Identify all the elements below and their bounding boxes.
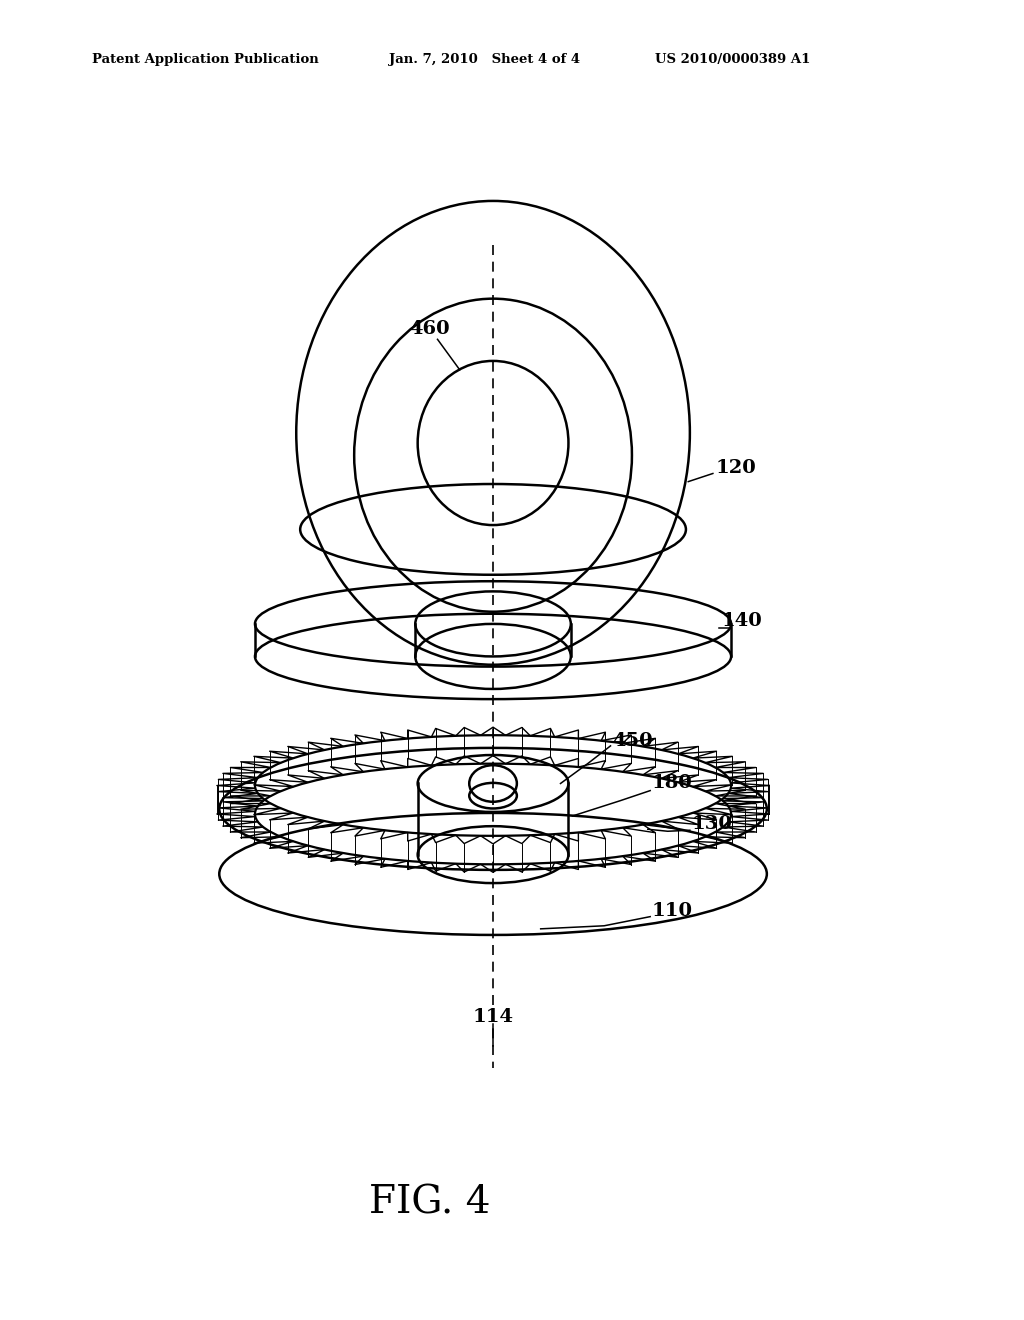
Text: 120: 120 [715, 459, 756, 478]
Text: Jan. 7, 2010   Sheet 4 of 4: Jan. 7, 2010 Sheet 4 of 4 [389, 53, 581, 66]
Text: 114: 114 [472, 1008, 514, 1026]
Text: 130: 130 [691, 816, 732, 833]
Text: FIG. 4: FIG. 4 [369, 1184, 490, 1221]
Text: 180: 180 [652, 775, 692, 792]
Text: 460: 460 [410, 321, 451, 338]
Text: 450: 450 [612, 731, 652, 750]
Text: 110: 110 [652, 902, 693, 920]
Text: Patent Application Publication: Patent Application Publication [92, 53, 318, 66]
Text: 140: 140 [722, 612, 762, 630]
Text: US 2010/0000389 A1: US 2010/0000389 A1 [655, 53, 811, 66]
